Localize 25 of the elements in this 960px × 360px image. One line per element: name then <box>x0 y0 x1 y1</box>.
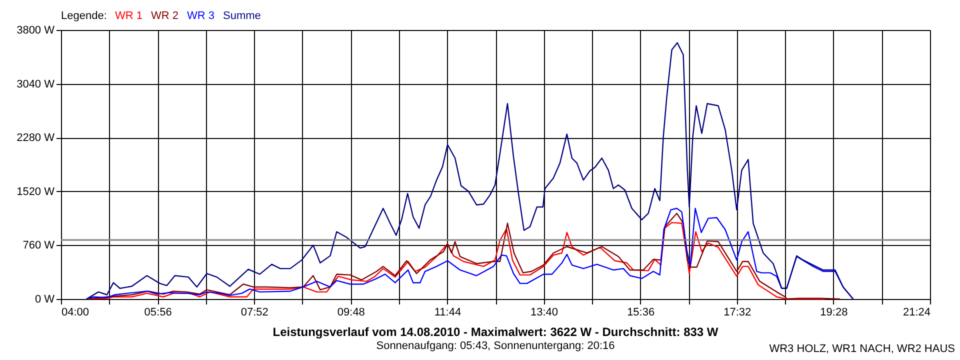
y-tick-label: 2280 W <box>16 132 56 144</box>
x-tick-label: 11:44 <box>434 306 462 318</box>
text: Leistungsverlauf vom 14.08.2010 - Maximalwert: 3622 W - Durchschnitt: 833 W <box>272 325 719 339</box>
y-tick-label: 0 W <box>34 294 56 306</box>
x-tick-label: 17:32 <box>724 306 752 318</box>
y-tick-label: 1520 W <box>16 186 56 198</box>
x-tick-label: 09:48 <box>337 306 365 318</box>
y-tick-label: 760 W <box>22 240 56 252</box>
x-tick-label: 13:40 <box>530 306 558 318</box>
x-tick-label: 15:36 <box>627 306 655 318</box>
x-tick-label: 05:56 <box>144 306 172 318</box>
text: WR 2 <box>151 10 178 22</box>
legend-title: Legende: <box>61 10 107 22</box>
line-series <box>86 42 854 300</box>
text: WR 1 <box>115 10 142 22</box>
y-tick-label: 3040 W <box>16 78 56 90</box>
x-tick-label: 04:00 <box>62 306 90 318</box>
x-tick-label: 19:28 <box>820 306 848 318</box>
y-tick-label: 3800 W <box>16 24 56 36</box>
x-tick-label: 21:24 <box>902 306 930 318</box>
text: Sonnenaufgang: 05:43, Sonnenuntergang: 20:16 <box>376 340 615 352</box>
text: WR3 HOLZ, WR1 NACH, WR2 HAUS <box>769 343 955 355</box>
text: Summe <box>223 10 261 22</box>
x-tick-label: 07:52 <box>240 306 268 318</box>
text: WR 3 <box>187 10 214 22</box>
